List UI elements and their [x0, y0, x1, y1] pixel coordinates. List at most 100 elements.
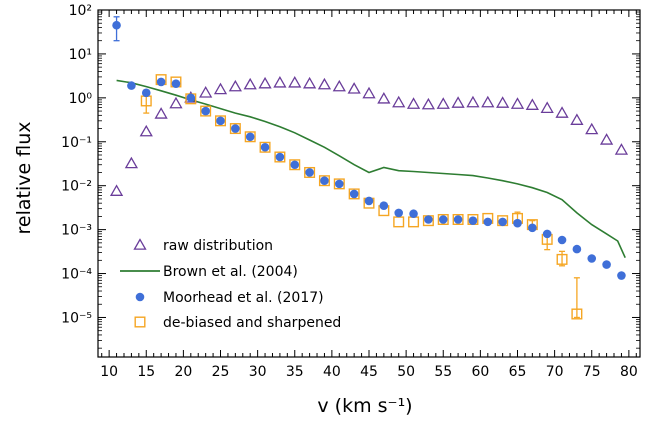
data-point-circle	[127, 81, 136, 90]
data-point-triangle	[466, 95, 480, 108]
data-point-circle	[186, 93, 196, 103]
x-tick-label: 70	[546, 364, 564, 380]
x-tick-label: 80	[620, 364, 638, 380]
data-point-square	[259, 141, 271, 153]
data-point-square	[556, 253, 568, 265]
data-point-triangle	[496, 96, 510, 108]
data-point-triangle	[139, 124, 153, 137]
series-layer	[109, 16, 629, 320]
data-point-triangle	[525, 98, 539, 110]
data-point-triangle	[302, 76, 317, 89]
data-point-triangle	[154, 107, 168, 119]
data-point-triangle	[451, 96, 465, 108]
legend-item-raw-distribution: raw distribution	[133, 238, 273, 254]
data-point-triangle	[317, 77, 332, 90]
data-point-square	[318, 175, 330, 187]
data-point-circle	[587, 254, 597, 263]
data-point-circle	[335, 179, 344, 189]
data-point-square	[274, 151, 286, 163]
x-tick-label: 30	[249, 364, 267, 380]
data-point-circle	[409, 209, 418, 219]
x-tick-label: 75	[583, 364, 601, 380]
data-point-square	[200, 105, 212, 117]
data-point-triangle	[243, 77, 257, 90]
y-tick-label: 10⁰	[69, 91, 93, 107]
data-point-triangle	[199, 86, 213, 98]
data-point-triangle	[124, 156, 139, 169]
data-point-circle	[364, 196, 374, 206]
data-point-square	[571, 308, 583, 320]
y-tick-label: 10⁻³	[61, 223, 92, 239]
data-point-circle	[171, 79, 181, 88]
legend-label-de-biased: de-biased and sharpened	[163, 315, 341, 331]
data-point-circle	[617, 271, 626, 280]
legend-label-moorhead-2017: Moorhead et al. (2017)	[163, 290, 324, 306]
series-line	[116, 79, 626, 259]
data-point-triangle	[228, 79, 242, 92]
data-point-circle	[498, 217, 507, 227]
data-point-circle	[528, 223, 537, 233]
data-point-triangle	[570, 113, 584, 125]
y-tick-label: 10²	[69, 3, 92, 19]
series-line-path	[116, 79, 626, 259]
legend-item-brown-2004: Brown et al. (2004)	[120, 264, 298, 280]
x-tick-label: 10	[100, 364, 118, 380]
data-point-circle	[290, 160, 300, 170]
x-tick-label: 50	[397, 364, 415, 380]
legend-marker-circle	[135, 292, 145, 302]
data-point-circle	[349, 189, 359, 199]
data-point-triangle	[421, 97, 436, 110]
data-point-circle	[216, 116, 225, 126]
x-tick-label: 55	[434, 364, 452, 380]
data-point-circle	[602, 260, 611, 269]
data-point-square	[304, 166, 316, 178]
data-point-circle	[305, 168, 314, 177]
data-point-square	[244, 131, 256, 143]
data-point-square	[452, 213, 464, 225]
data-point-triangle	[481, 95, 495, 108]
data-point-triangle	[273, 75, 287, 88]
data-point-circle	[320, 176, 329, 185]
data-point-triangle	[169, 96, 183, 109]
data-point-triangle	[332, 79, 346, 92]
data-point-circle	[245, 132, 255, 142]
y-axis-title: relative flux	[13, 122, 35, 235]
data-point-circle	[112, 20, 121, 30]
y-tick-label: 10⁻⁴	[61, 267, 92, 283]
data-point-triangle	[510, 97, 525, 109]
data-point-circle	[156, 77, 166, 87]
x-tick-label: 35	[286, 364, 304, 380]
legend-marker-square	[134, 316, 146, 328]
data-point-circle	[542, 229, 552, 239]
data-point-triangle	[614, 143, 629, 155]
legend-label-raw-distribution: raw distribution	[163, 238, 273, 254]
y-tick-label: 10⁻¹	[61, 135, 92, 151]
x-tick-label: 15	[137, 364, 155, 380]
data-point-circle	[260, 142, 270, 152]
data-point-triangle	[258, 76, 272, 89]
data-point-circle	[557, 235, 567, 245]
legend-item-de-biased: de-biased and sharpened	[134, 315, 341, 331]
legend-label-brown-2004: Brown et al. (2004)	[163, 264, 298, 280]
data-point-triangle	[288, 75, 302, 88]
data-point-circle	[453, 215, 463, 224]
x-tick-label: 20	[174, 364, 192, 380]
data-point-circle	[424, 215, 433, 224]
data-point-triangle	[109, 184, 124, 196]
y-tick-label: 10¹	[69, 47, 92, 63]
plot-frame	[97, 9, 641, 358]
legend-circle-icon	[135, 292, 145, 302]
series-circle	[112, 16, 626, 280]
data-point-triangle	[213, 82, 228, 95]
data-point-square	[215, 115, 227, 127]
data-point-square	[229, 123, 241, 135]
data-point-triangle	[377, 92, 391, 104]
data-point-triangle	[362, 86, 376, 99]
legend-marker-triangle	[133, 238, 147, 250]
y-tick-label: 10⁻²	[61, 179, 92, 195]
legend: raw distribution Brown et al. (2004) Moo…	[120, 238, 341, 331]
data-point-circle	[513, 218, 522, 228]
series-triangle	[109, 75, 629, 196]
data-point-square	[333, 178, 345, 190]
